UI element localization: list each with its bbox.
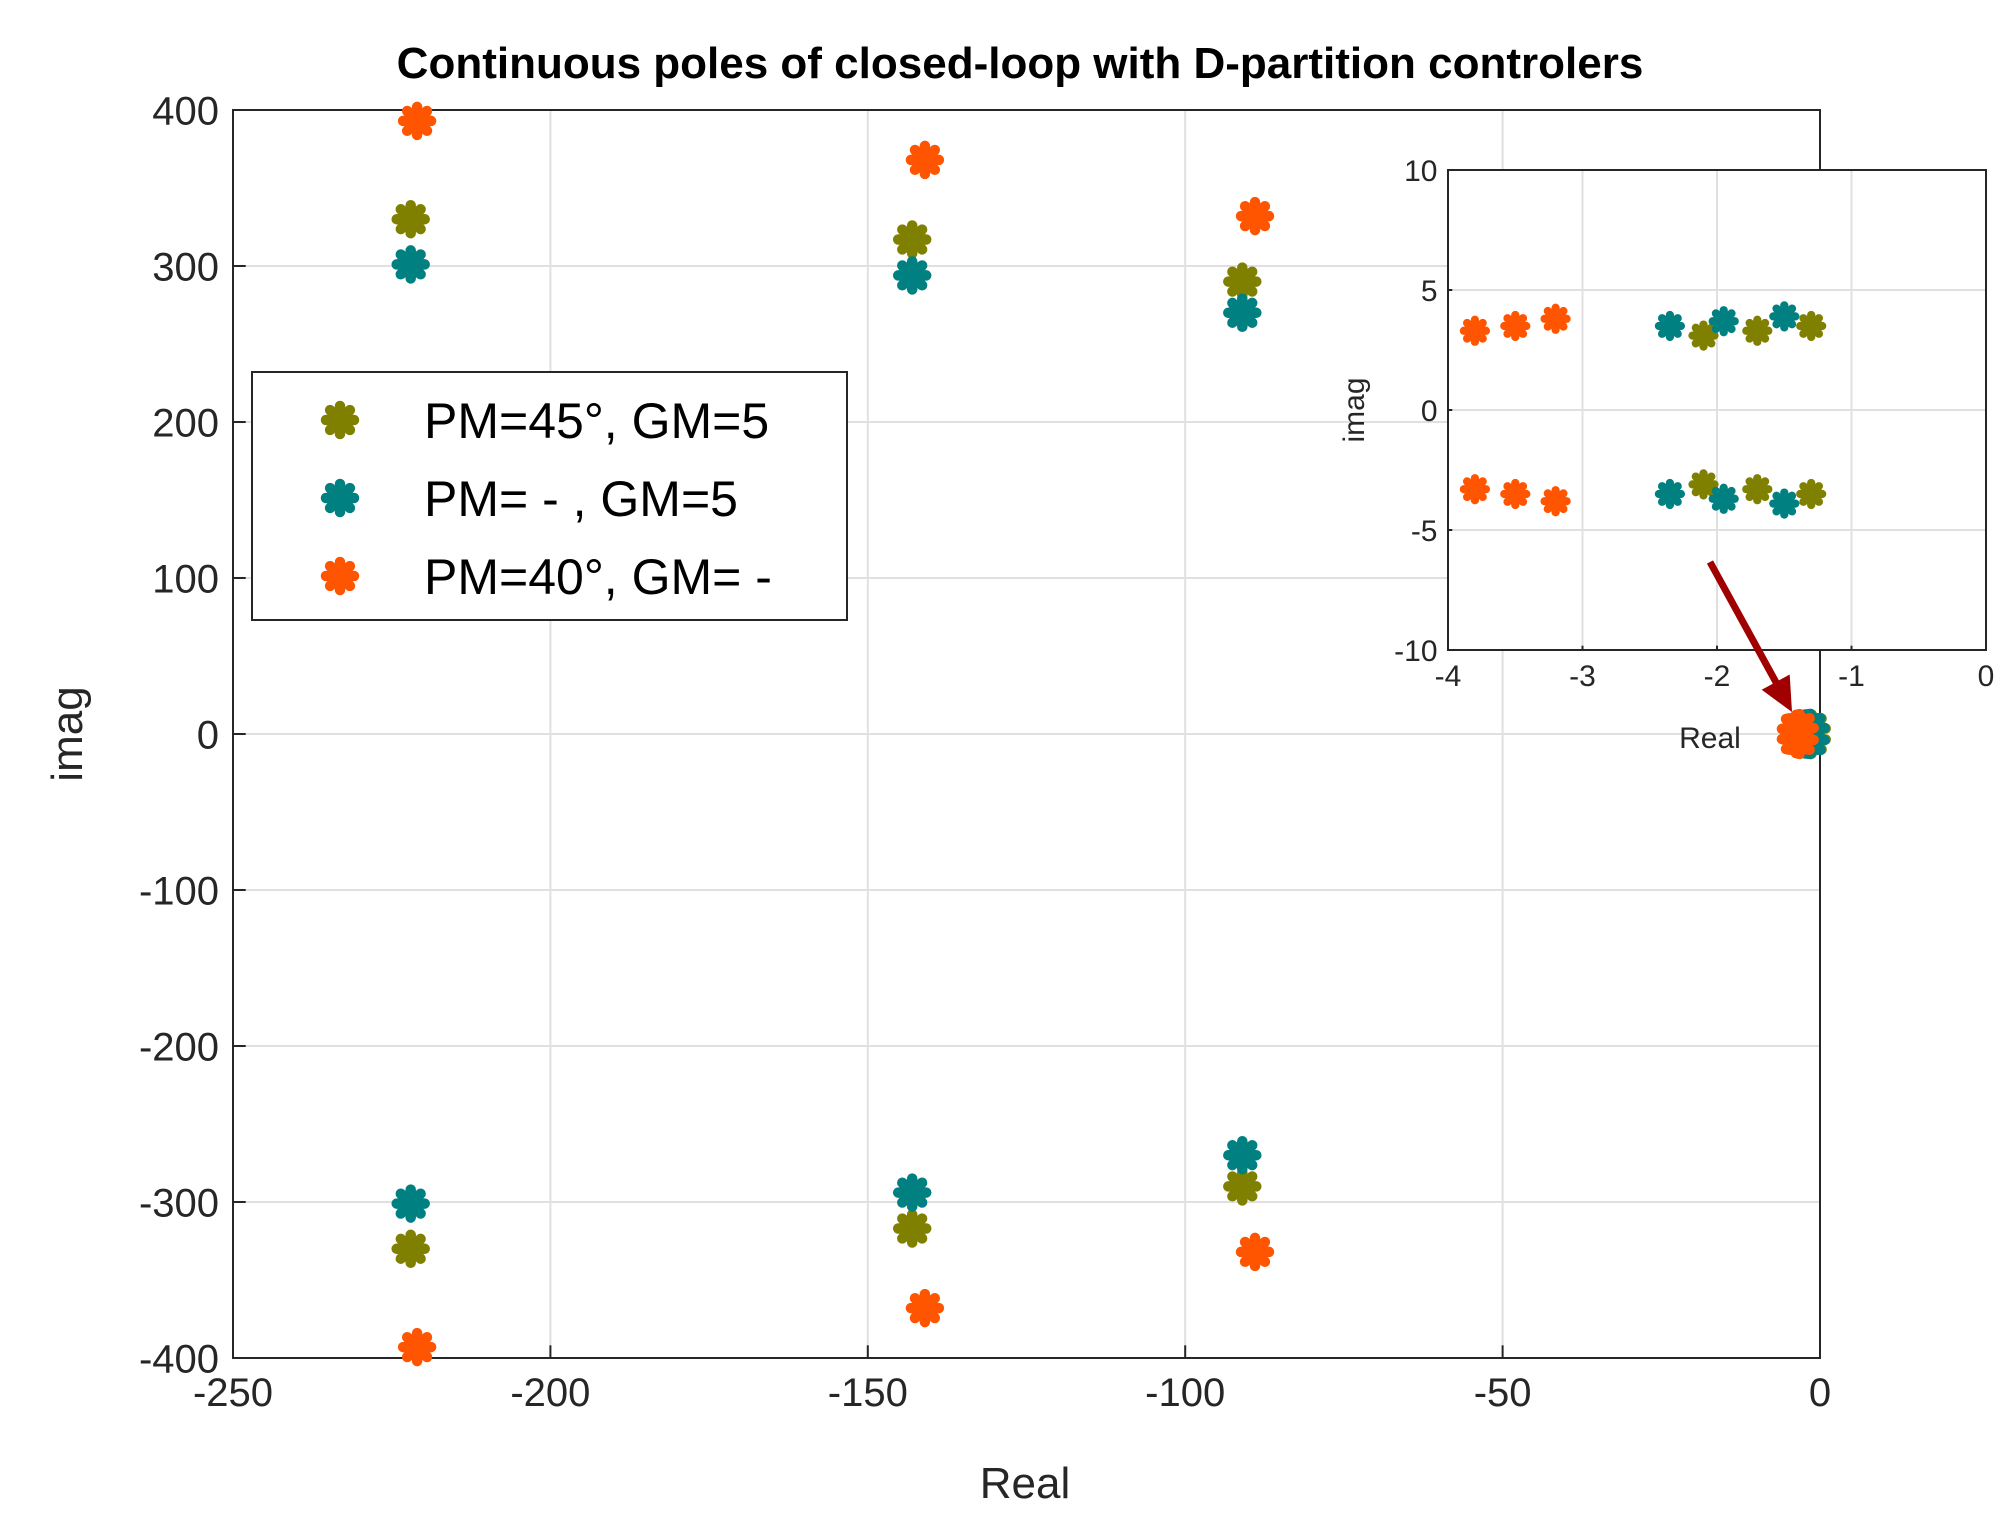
legend-label-series-2: PM= - , GM=5 <box>424 471 738 527</box>
x-tick-label: -150 <box>828 1371 908 1415</box>
data-point-series-2 <box>1223 1135 1262 1175</box>
legend-marker-series-3 <box>320 556 360 596</box>
data-point-cluster-series-3 <box>1780 720 1819 760</box>
inset-data-point-series-3 <box>1500 478 1531 510</box>
x-tick-label: -2 <box>1704 660 1731 693</box>
y-tick-label: -200 <box>139 1025 219 1069</box>
legend-marker-series-2 <box>320 478 360 518</box>
y-tick-label: -400 <box>139 1337 219 1381</box>
main-y-axis-label: imag <box>43 686 92 781</box>
arrow-head <box>1761 674 1792 712</box>
inset-data-point-series-2 <box>1708 306 1739 337</box>
inset-data-point-series-2 <box>1708 483 1739 514</box>
x-tick-label: 0 <box>1809 1371 1831 1415</box>
x-tick-label: -1 <box>1838 660 1865 693</box>
x-tick-label: -250 <box>193 1371 273 1415</box>
inset-data-point-series-3 <box>1540 486 1571 517</box>
data-point-series-1 <box>391 199 430 239</box>
data-point-series-1 <box>1223 262 1262 301</box>
inset-data-points <box>1459 301 1827 519</box>
legend-label-series-1: PM=45°, GM=5 <box>424 393 769 449</box>
data-point-series-3 <box>397 1327 437 1367</box>
inset-data-point-series-3 <box>1459 474 1491 505</box>
x-tick-label: -3 <box>1569 660 1596 693</box>
y-tick-label: -10 <box>1394 635 1437 668</box>
data-point-series-3 <box>397 101 437 141</box>
legend-marker-series-1 <box>320 400 360 440</box>
data-point-series-1 <box>391 1229 430 1269</box>
y-tick-label: 200 <box>152 401 219 445</box>
legend-label-series-3: PM=40°, GM= - <box>424 549 772 605</box>
data-point-series-3 <box>905 1288 945 1328</box>
main-x-axis-label: Real <box>980 1459 1071 1508</box>
inset-data-point-series-1 <box>1796 478 1827 510</box>
y-tick-label: 0 <box>1421 395 1438 428</box>
inset-data-point-series-1 <box>1742 315 1773 346</box>
inset-x-axis-label: Real <box>1679 722 1741 755</box>
data-point-series-2 <box>391 1184 430 1223</box>
inset-data-point-series-2 <box>1654 310 1686 342</box>
y-tick-label: 100 <box>152 557 219 601</box>
data-point-series-2 <box>892 1173 932 1212</box>
y-tick-label: 0 <box>197 713 219 757</box>
y-tick-label: -300 <box>139 1181 219 1225</box>
arrow-shaft <box>1706 560 1787 697</box>
inset-data-point-series-2 <box>1654 478 1686 510</box>
chart-title: Continuous poles of closed-loop with D-p… <box>397 39 1644 88</box>
inset-data-point-series-1 <box>1688 320 1719 351</box>
x-tick-label: 0 <box>1978 660 1995 693</box>
data-point-series-3 <box>1235 196 1275 236</box>
x-tick-label: -200 <box>510 1371 590 1415</box>
x-tick-label: -50 <box>1474 1371 1532 1415</box>
y-tick-label: 400 <box>152 89 219 133</box>
inset-data-point-series-2 <box>1769 301 1800 332</box>
main-data-points <box>391 101 1831 1367</box>
data-point-series-1 <box>892 220 932 259</box>
data-point-series-1 <box>1223 1167 1262 1206</box>
inset-data-point-series-2 <box>1769 488 1800 519</box>
data-point-series-2 <box>892 256 932 295</box>
inset-y-axis-label: imag <box>1338 377 1371 442</box>
y-tick-label: 5 <box>1421 275 1438 308</box>
data-point-series-2 <box>1223 293 1262 333</box>
data-point-series-3 <box>1235 1232 1275 1272</box>
legend: PM=45°, GM=5 PM= - , GM=5 PM=40°, GM= - <box>251 371 848 621</box>
x-tick-label: -4 <box>1435 660 1462 693</box>
inset-data-point-series-1 <box>1742 474 1773 505</box>
y-tick-label: 10 <box>1404 155 1437 188</box>
y-tick-label: 300 <box>152 245 219 289</box>
inset-data-point-series-3 <box>1459 315 1491 346</box>
inset-data-point-series-3 <box>1540 303 1571 334</box>
x-tick-label: -100 <box>1145 1371 1225 1415</box>
main-axis-ticks: -250 -200 -150 -100 -50 0-400-300-200-1000100… <box>139 89 1831 1415</box>
data-point-series-3 <box>905 140 945 180</box>
data-point-series-2 <box>391 245 430 284</box>
y-tick-label: -100 <box>139 869 219 913</box>
y-tick-label: -5 <box>1411 515 1438 548</box>
callout-arrow <box>1706 560 1792 712</box>
inset-data-point-series-1 <box>1796 310 1827 342</box>
inset-data-point-series-3 <box>1500 310 1531 342</box>
data-point-series-1 <box>892 1209 932 1248</box>
inset-data-point-series-1 <box>1688 469 1719 500</box>
